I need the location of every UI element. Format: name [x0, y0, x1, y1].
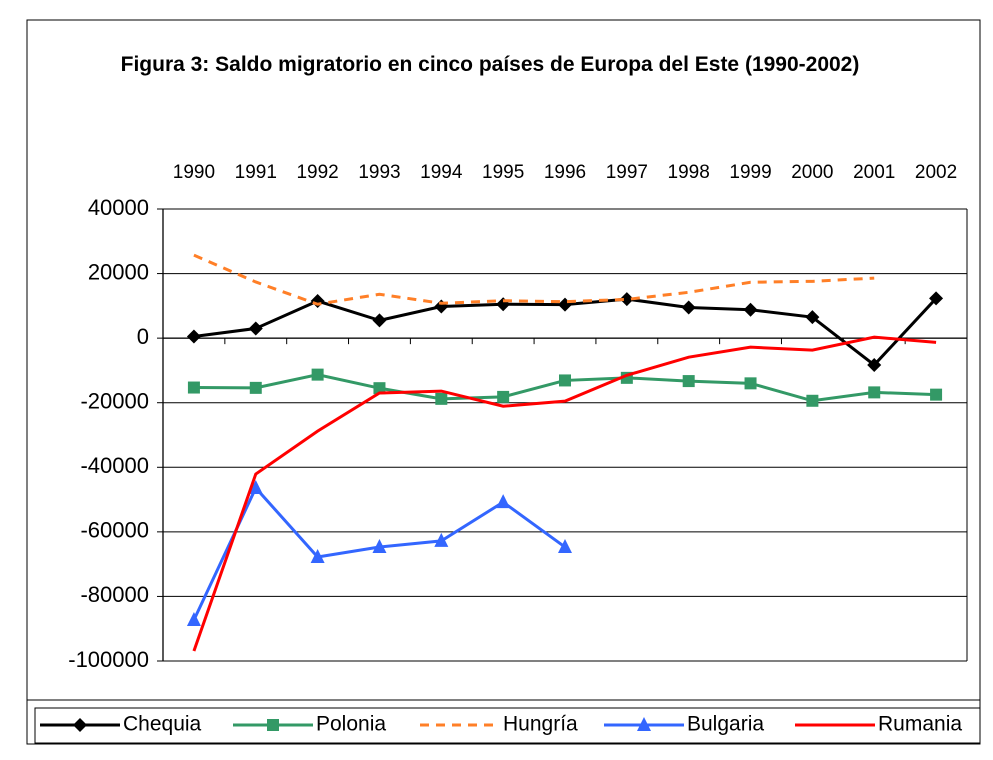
marker [187, 381, 200, 394]
series-line [193, 253, 875, 306]
legend-label: Hungría [503, 713, 578, 736]
marker [310, 294, 325, 309]
x-tick-label: 1993 [358, 162, 400, 183]
x-tick-label: 1997 [606, 162, 648, 183]
x-tick-label: 1996 [544, 162, 586, 183]
legend-label: Polonia [316, 713, 386, 736]
marker [186, 329, 201, 344]
y-tick-label: -40000 [80, 453, 149, 478]
x-tick-label: 1995 [482, 162, 524, 183]
marker [496, 494, 511, 509]
x-tick-label: 2002 [915, 162, 957, 183]
chart-title: Figura 3: Saldo migratorio en cinco país… [120, 53, 860, 76]
marker [867, 357, 882, 372]
marker [249, 381, 262, 394]
marker [435, 392, 448, 405]
legend-label: Bulgaria [687, 713, 764, 736]
legend-label: Chequia [123, 713, 202, 736]
x-tick-label: 2001 [853, 162, 895, 183]
marker [559, 374, 571, 387]
x-tick-label: 2000 [791, 162, 833, 183]
y-tick-label: 20000 [88, 259, 149, 284]
y-tick-label: -60000 [80, 518, 149, 543]
marker [805, 310, 820, 325]
marker [744, 377, 757, 390]
marker [372, 313, 387, 328]
marker [186, 611, 201, 626]
marker [619, 292, 634, 307]
series-line [192, 335, 937, 652]
x-tick-label: 1991 [235, 162, 277, 183]
legend-box [34, 707, 981, 744]
marker [743, 302, 758, 317]
marker [248, 321, 263, 336]
marker [311, 368, 324, 381]
marker [558, 539, 572, 554]
marker [310, 549, 325, 564]
legend-marker [267, 719, 279, 731]
x-tick-label: 1998 [668, 162, 710, 183]
y-tick-label: -100000 [68, 647, 149, 672]
legend-marker [73, 718, 87, 732]
legend-label: Rumania [878, 713, 962, 736]
x-tick-label: 1992 [296, 162, 338, 183]
marker [806, 394, 819, 407]
marker [930, 388, 943, 401]
x-tick-label: 1999 [729, 162, 771, 183]
marker [681, 300, 696, 315]
legend-marker [637, 717, 651, 731]
marker [558, 297, 572, 312]
marker [372, 539, 387, 554]
marker [434, 532, 449, 547]
marker [868, 386, 881, 399]
marker [248, 479, 263, 494]
y-tick-label: -80000 [80, 582, 149, 607]
x-tick-label: 1990 [173, 162, 215, 183]
marker [373, 382, 386, 395]
marker [682, 375, 695, 388]
y-tick-label: 0 [137, 324, 149, 349]
marker [497, 390, 510, 403]
x-tick-label: 1994 [420, 162, 463, 183]
marker [929, 291, 944, 306]
y-tick-label: -20000 [80, 389, 149, 414]
y-tick-label: 40000 [88, 195, 149, 220]
chart-border [26, 19, 981, 745]
